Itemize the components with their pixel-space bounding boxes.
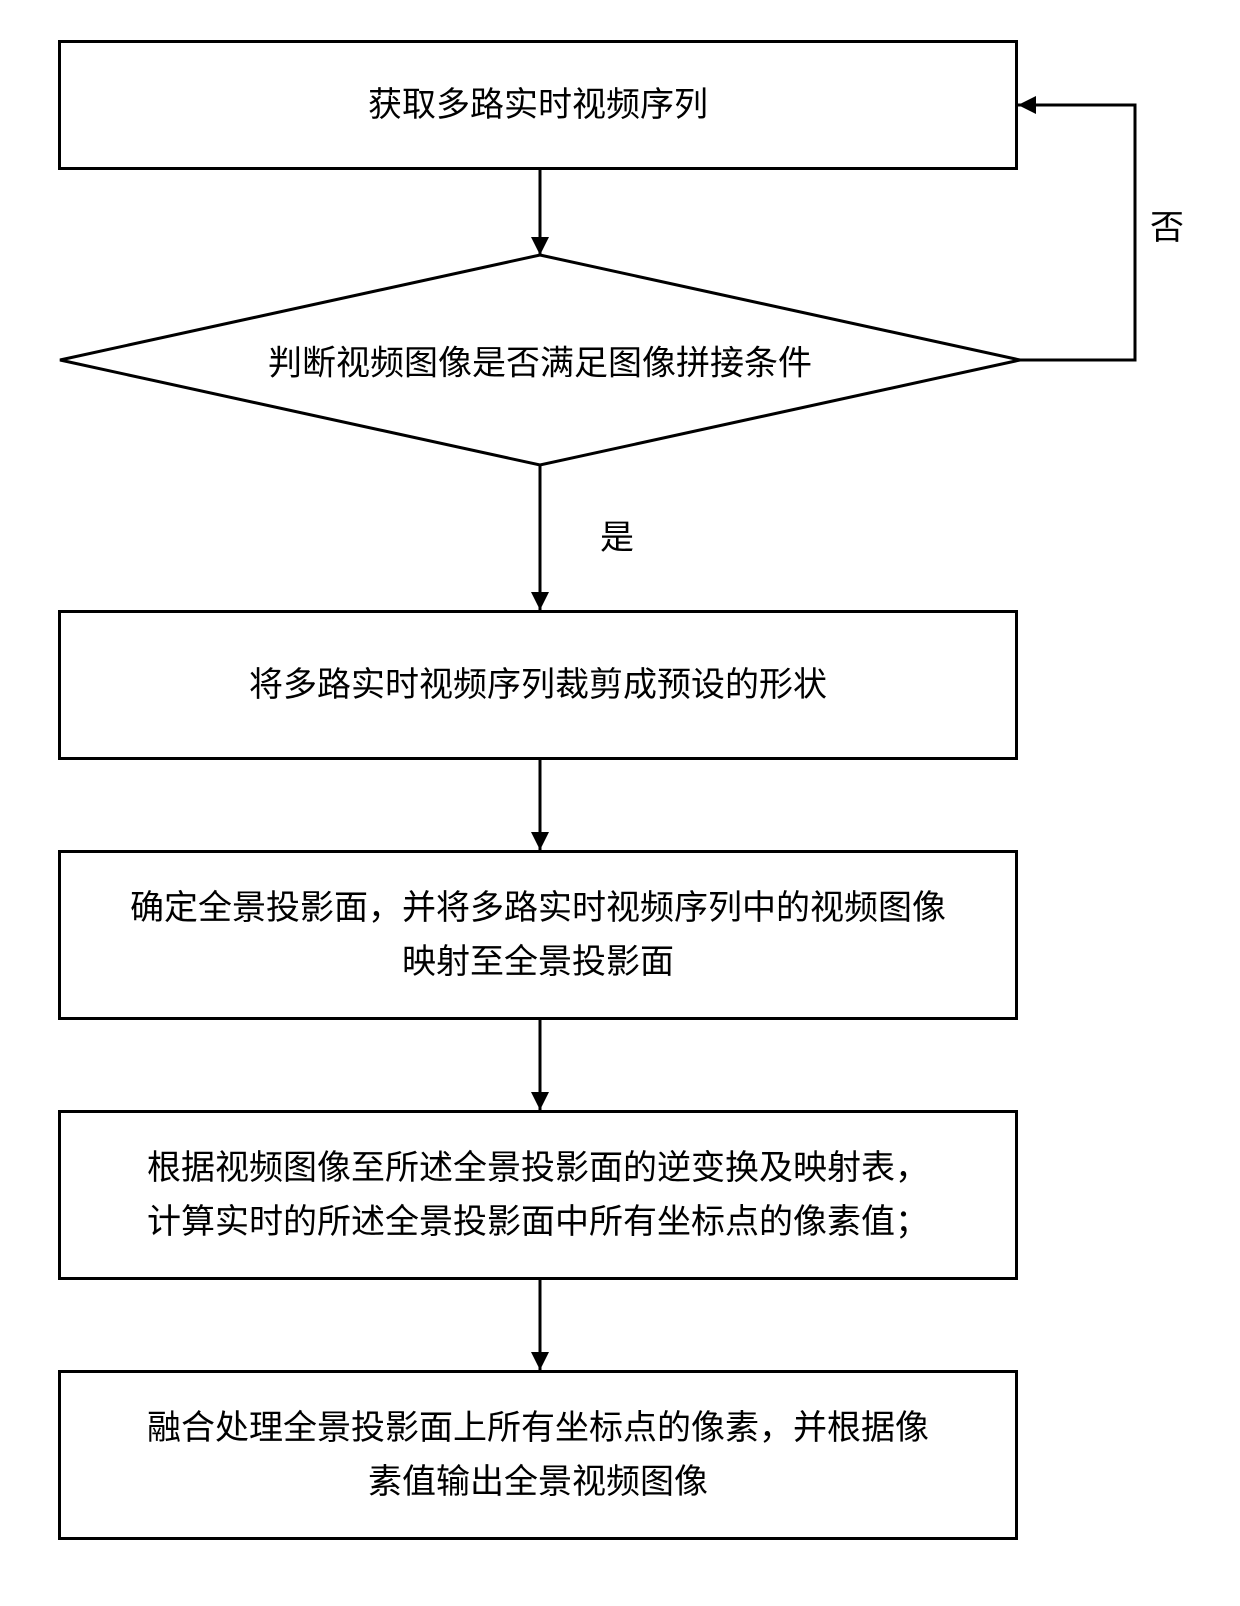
flow-edge xyxy=(1018,105,1135,360)
flow-node-n5: 根据视频图像至所述全景投影面的逆变换及映射表， 计算实时的所述全景投影面中所有坐… xyxy=(58,1110,1018,1280)
flow-node-text: 融合处理全景投影面上所有坐标点的像素，并根据像 素值输出全景视频图像 xyxy=(147,1401,929,1510)
flow-node-text: 获取多路实时视频序列 xyxy=(368,78,708,132)
flow-edge-label: 否 xyxy=(1150,200,1184,249)
flow-edge-label: 是 xyxy=(600,510,634,559)
flow-node-n3: 将多路实时视频序列裁剪成预设的形状 xyxy=(58,610,1018,760)
flowchart-canvas: 获取多路实时视频序列判断视频图像是否满足图像拼接条件将多路实时视频序列裁剪成预设… xyxy=(0,0,1240,1606)
flow-node-text: 根据视频图像至所述全景投影面的逆变换及映射表， 计算实时的所述全景投影面中所有坐… xyxy=(147,1141,929,1250)
flow-node-text: 将多路实时视频序列裁剪成预设的形状 xyxy=(249,658,827,712)
flow-node-text: 确定全景投影面，并将多路实时视频序列中的视频图像 映射至全景投影面 xyxy=(130,881,946,990)
flow-node-n1: 获取多路实时视频序列 xyxy=(58,40,1018,170)
flow-node-n4: 确定全景投影面，并将多路实时视频序列中的视频图像 映射至全景投影面 xyxy=(58,850,1018,1020)
flow-node-text: 判断视频图像是否满足图像拼接条件 xyxy=(268,336,812,385)
flow-node-n6: 融合处理全景投影面上所有坐标点的像素，并根据像 素值输出全景视频图像 xyxy=(58,1370,1018,1540)
